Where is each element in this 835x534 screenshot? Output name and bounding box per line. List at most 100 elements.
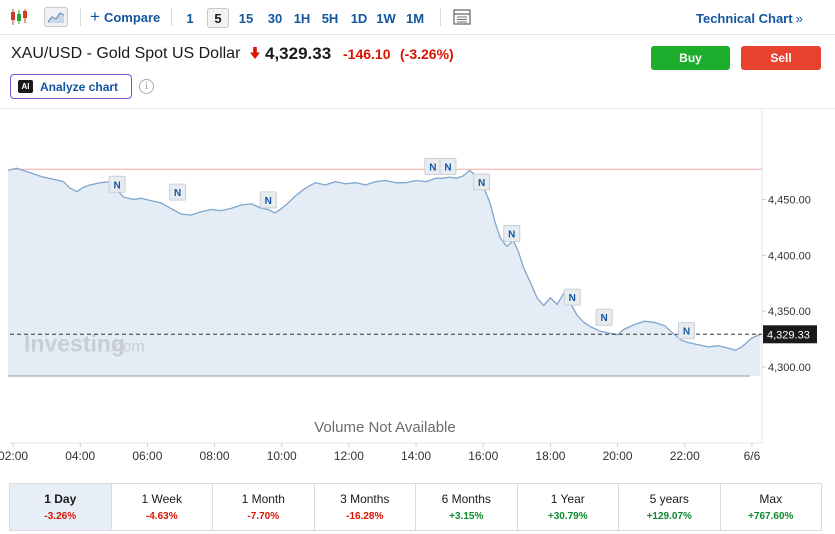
header-divider [0, 108, 835, 109]
ai-icon: AI [18, 80, 33, 93]
analyze-chart-label: Analyze chart [40, 79, 119, 94]
instrument-title: XAU/USD - Gold Spot US Dollar [11, 45, 241, 62]
news-marker-label: N [508, 229, 515, 240]
period-1-day[interactable]: 1 Day -3.26% [10, 484, 112, 530]
news-marker [473, 173, 491, 191]
price-chart: Investing.com 4,450.00 4,400.00 4,350.00 4,3… [0, 109, 817, 463]
period-1-month[interactable]: 1 Month -7.70% [213, 484, 315, 530]
toolbar-divider [440, 8, 441, 26]
candlestick-icon[interactable] [8, 7, 30, 27]
period-change: -7.70% [247, 511, 280, 522]
period-label: 6 Months [441, 492, 491, 506]
news-marker-label: N [601, 313, 608, 324]
sell-button[interactable]: Sell [741, 46, 821, 70]
period-change: +3.15% [449, 511, 484, 522]
period-6-months[interactable]: 6 Months +3.15% [416, 484, 518, 530]
news-marker-label: N [444, 162, 451, 173]
period-label: 1 Week [141, 492, 182, 506]
timeframe-1[interactable]: 1 [186, 10, 194, 26]
period-1-year[interactable]: 1 Year +30.79% [517, 484, 619, 530]
news-marker [259, 191, 277, 209]
data-table-icon[interactable] [451, 7, 473, 27]
volume-not-available-label: Volume Not Available [314, 419, 455, 436]
period-label: Max [759, 492, 783, 506]
technical-chart-label: Technical Chart [696, 11, 793, 26]
news-marker-label: N [478, 178, 485, 189]
period-label: 1 Month [241, 492, 285, 506]
toolbar-divider [80, 8, 81, 26]
timeframe-1m[interactable]: 1M [405, 10, 425, 26]
chevron-right-icon: » [795, 11, 803, 26]
news-marker [595, 308, 613, 326]
toolbar-divider [171, 8, 172, 26]
period-3-months[interactable]: 3 Months -16.28% [314, 484, 416, 530]
x-tick-label: 12:00 [334, 449, 364, 463]
y-tick-label: 4,400.00 [768, 250, 811, 262]
x-tick-label: 04:00 [65, 449, 95, 463]
x-tick-label: 6/6 [744, 449, 761, 463]
info-icon[interactable]: i [139, 79, 154, 94]
watermark-logo-suffix: .com [110, 339, 145, 356]
x-tick-label: 22:00 [670, 449, 700, 463]
news-marker-label: N [265, 196, 272, 207]
analyze-chart-button[interactable]: AI Analyze chart [10, 74, 132, 99]
x-tick-label: 08:00 [200, 449, 230, 463]
y-tick-label: 4,350.00 [768, 306, 811, 318]
period-5-years[interactable]: 5 years +129.07% [619, 484, 721, 530]
period-change: -4.63% [145, 511, 178, 522]
compare-label: Compare [103, 10, 161, 25]
news-marker-label: N [569, 293, 576, 304]
technical-chart-link[interactable]: Technical Chart» [696, 11, 803, 26]
period-label: 5 years [649, 492, 689, 506]
price-line [7, 167, 761, 351]
period-change: +767.60% [748, 511, 794, 522]
watermark-logo: Investing [24, 331, 125, 357]
period-change: +30.79% [547, 511, 588, 522]
x-tick-label: 06:00 [132, 449, 162, 463]
news-marker [563, 288, 581, 306]
timeframe-1w[interactable]: 1W [376, 10, 396, 26]
current-price-label: 4,329.33 [767, 329, 810, 341]
last-price: 4,329.33 [265, 44, 332, 63]
x-tick-label: 02:00 [0, 449, 28, 463]
compare-button[interactable]: + Compare [90, 6, 161, 26]
timeframe-5h[interactable]: 5H [321, 10, 339, 26]
period-change: -3.26% [44, 511, 77, 522]
news-marker [503, 224, 521, 242]
price-area-fill [8, 168, 761, 376]
price-change: -146.10 [343, 46, 391, 62]
news-marker [677, 322, 695, 340]
news-marker-label: N [114, 180, 121, 191]
period-label: 3 Months [340, 492, 390, 506]
plus-icon: + [90, 6, 100, 26]
news-marker-label: N [429, 162, 436, 173]
period-1-week[interactable]: 1 Week -4.63% [111, 484, 213, 530]
news-marker-label: N [174, 188, 181, 199]
period-change: +129.07% [646, 511, 692, 522]
x-tick-label: 14:00 [401, 449, 431, 463]
news-marker [108, 175, 126, 193]
news-marker [169, 183, 187, 201]
timeframe-1d[interactable]: 1D [350, 10, 368, 26]
timeframe-30[interactable]: 30 [267, 10, 283, 26]
x-tick-label: 20:00 [603, 449, 633, 463]
period-max[interactable]: Max +767.60% [720, 484, 821, 530]
chart-toolbar: + Compare 1 5 15 30 1H 5H 1D 1W 1M Technical Cha… [0, 0, 835, 35]
area-chart-icon[interactable] [44, 7, 68, 27]
period-change: -16.28% [346, 511, 384, 522]
period-performance-bar: 1 Day -3.26% 1 Week -4.63% 1 Month -7.70% 3 Mo… [9, 483, 822, 531]
period-label: 1 Day [44, 492, 77, 506]
x-tick-label: 16:00 [468, 449, 498, 463]
news-marker-label: N [683, 327, 690, 338]
buy-button[interactable]: Buy [651, 46, 730, 70]
timeframe-5[interactable]: 5 [207, 8, 229, 28]
timeframe-15[interactable]: 15 [238, 10, 254, 26]
down-arrow-icon [250, 47, 260, 59]
price-change-percent: (-3.26%) [400, 46, 454, 62]
current-price-tag [763, 325, 817, 344]
y-tick-label: 4,300.00 [768, 362, 811, 374]
x-tick-label: 10:00 [267, 449, 297, 463]
x-tick-label: 18:00 [535, 449, 565, 463]
news-marker [439, 157, 457, 175]
timeframe-1h[interactable]: 1H [293, 10, 311, 26]
